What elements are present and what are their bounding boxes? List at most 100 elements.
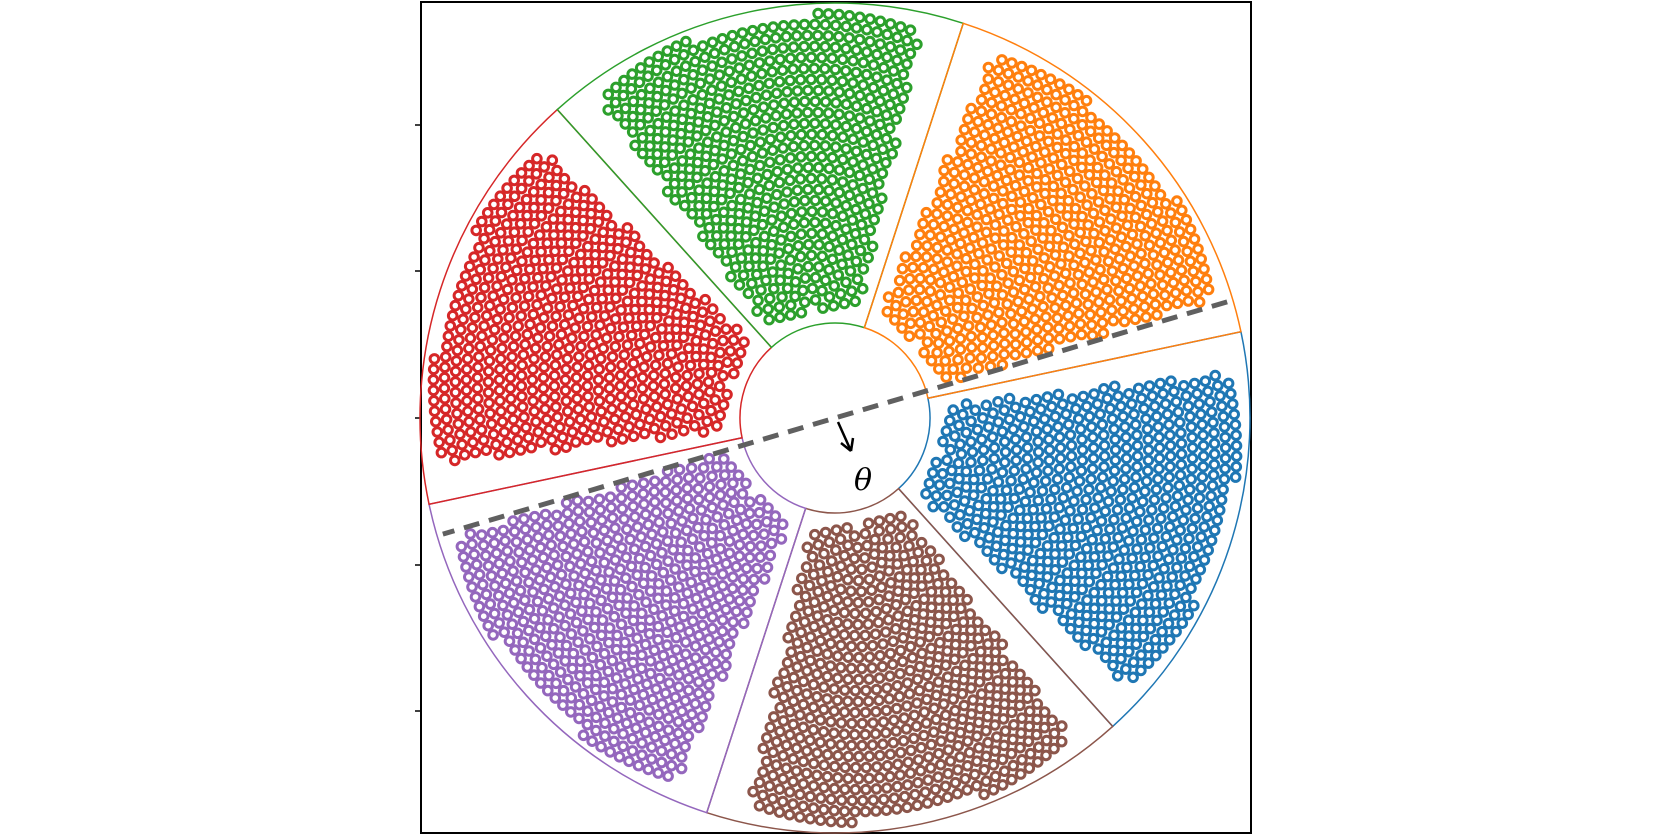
dot xyxy=(627,430,640,443)
dot xyxy=(570,206,582,219)
dot xyxy=(802,161,815,174)
dot xyxy=(693,408,705,421)
dot xyxy=(832,749,844,762)
dot xyxy=(972,115,984,128)
dot xyxy=(847,179,859,191)
dot xyxy=(654,660,666,673)
dot xyxy=(667,544,680,556)
dot xyxy=(1107,475,1119,487)
dot xyxy=(558,172,571,185)
dot xyxy=(749,210,762,222)
dot xyxy=(933,609,945,622)
dot xyxy=(686,208,699,220)
dot xyxy=(725,270,737,283)
dot xyxy=(1092,492,1104,504)
dot xyxy=(811,29,824,42)
dot xyxy=(456,280,468,292)
dot xyxy=(449,376,462,388)
dot xyxy=(1170,625,1182,638)
dot xyxy=(648,644,661,657)
dot xyxy=(649,331,662,344)
dot xyxy=(1186,452,1199,465)
dot xyxy=(1129,190,1142,203)
arrow-down-right-icon xyxy=(836,421,855,452)
dot xyxy=(1217,483,1229,496)
dot xyxy=(853,750,865,763)
dot xyxy=(650,558,663,571)
dot xyxy=(1048,727,1061,740)
dot xyxy=(519,272,531,285)
dot xyxy=(539,403,551,415)
dot xyxy=(980,492,993,505)
dot xyxy=(893,690,906,703)
dot xyxy=(594,504,607,516)
dot xyxy=(654,672,666,685)
dot xyxy=(532,426,545,438)
dot xyxy=(1032,456,1044,469)
dot xyxy=(586,193,598,205)
dot xyxy=(701,547,714,560)
dot xyxy=(1219,442,1232,454)
dot xyxy=(1122,162,1134,175)
dot xyxy=(726,582,739,595)
dot xyxy=(965,415,977,428)
dot xyxy=(1096,150,1108,163)
dot xyxy=(782,267,795,280)
dot xyxy=(864,92,876,104)
dot xyxy=(543,330,556,343)
dot xyxy=(756,45,769,57)
dot xyxy=(620,607,632,620)
dot xyxy=(802,605,815,618)
dot xyxy=(867,794,880,807)
dot xyxy=(817,302,829,314)
dot xyxy=(951,787,964,800)
dot xyxy=(681,587,694,599)
dot xyxy=(794,709,806,721)
dot xyxy=(581,369,594,382)
dot xyxy=(567,299,579,312)
dot xyxy=(1217,410,1230,423)
dot xyxy=(854,11,866,24)
dot xyxy=(978,188,991,200)
dot xyxy=(1000,484,1013,497)
dot xyxy=(928,563,941,575)
dot xyxy=(1083,410,1096,423)
dot xyxy=(1130,155,1142,167)
dot xyxy=(811,610,824,622)
dot xyxy=(613,228,625,240)
dot xyxy=(974,645,987,658)
dot xyxy=(979,507,992,520)
dot xyxy=(706,611,719,623)
dot xyxy=(931,794,944,807)
dot xyxy=(972,616,984,629)
dot xyxy=(876,192,888,205)
dot xyxy=(1150,227,1162,239)
dot xyxy=(807,780,820,792)
dot xyxy=(807,802,820,814)
dot xyxy=(1030,425,1043,438)
dot xyxy=(943,294,956,307)
dot xyxy=(872,203,884,215)
dot xyxy=(815,73,828,86)
dot xyxy=(551,164,563,177)
dot xyxy=(564,587,577,600)
dot xyxy=(954,343,967,356)
dot xyxy=(633,711,646,724)
dot xyxy=(1219,462,1231,475)
dot xyxy=(1051,141,1064,154)
dot xyxy=(508,226,521,238)
dot xyxy=(697,40,709,52)
dot xyxy=(458,449,471,461)
dot xyxy=(606,682,619,695)
dot xyxy=(583,401,596,413)
dot xyxy=(794,650,807,663)
dot xyxy=(626,388,638,401)
dot xyxy=(1026,151,1038,163)
dot xyxy=(573,698,586,711)
dot xyxy=(488,607,501,620)
dot xyxy=(1067,183,1079,196)
dot xyxy=(948,166,961,179)
dot xyxy=(973,716,985,729)
dot xyxy=(910,720,923,733)
dot xyxy=(1181,245,1193,258)
